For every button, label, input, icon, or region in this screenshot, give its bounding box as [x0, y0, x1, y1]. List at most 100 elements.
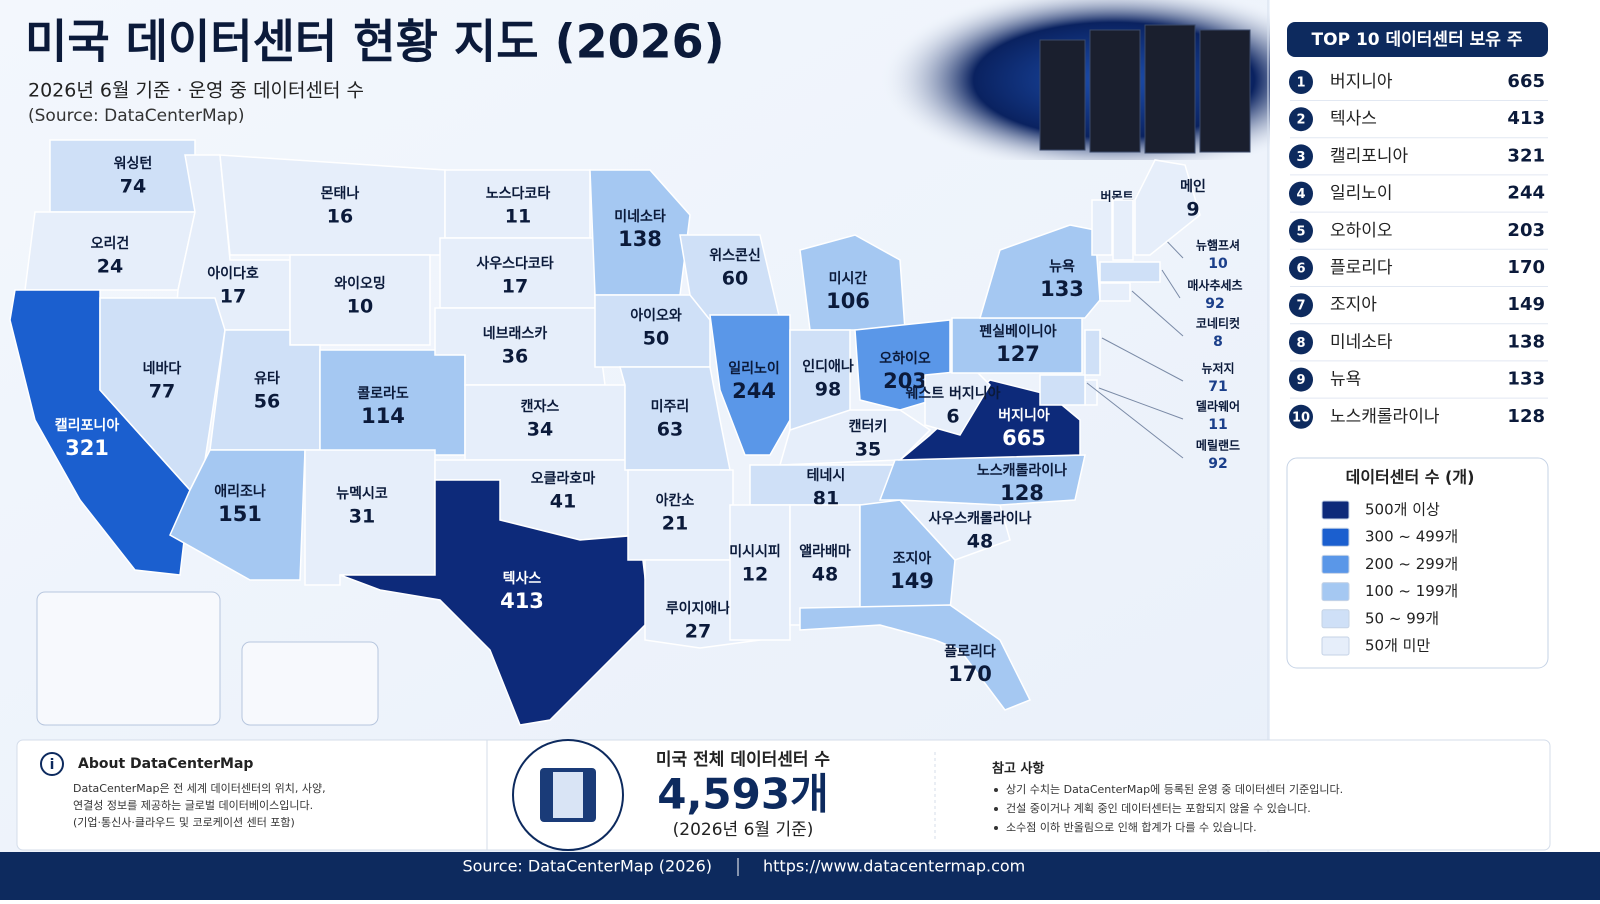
state-value: 50: [643, 328, 669, 350]
state: [878, 454, 1086, 506]
note-item: 소수점 이하 반올림으로 인해 합계가 다를 수 있습니다.: [1006, 820, 1257, 834]
leader-line: [1131, 290, 1184, 337]
state-value: 6: [946, 406, 959, 428]
state-name: 미주리: [651, 399, 690, 415]
title: 미국 데이터센터 현황 지도 (2026): [25, 15, 725, 69]
rack: [1089, 29, 1141, 153]
state-value: 665: [1002, 426, 1046, 450]
state-value: 71: [1208, 379, 1227, 395]
state-value: 413: [500, 589, 544, 613]
legend-label: 500개 이상: [1365, 501, 1440, 519]
state-name: 메인: [1180, 178, 1206, 195]
state-value: 149: [890, 569, 934, 593]
state-value: 114: [361, 404, 405, 428]
state: [319, 349, 466, 456]
state-name: 버지니아: [998, 407, 1050, 424]
state-value: 203: [883, 369, 927, 393]
map: 워싱턴 74 오리건 24 캘리포니아 321 아이다호 17 네바다 77 몬태나 16 와이오밍 10…: [9, 139, 1243, 728]
footer-bar: [0, 852, 1600, 900]
rank: 10: [1292, 410, 1310, 425]
state-value: 35: [855, 439, 881, 461]
legend-swatch: [1321, 527, 1350, 547]
state: [1039, 374, 1086, 406]
server-racks: [1039, 24, 1251, 154]
state-name: 뉴멕시코: [336, 485, 388, 502]
state-value: 12: [742, 564, 768, 586]
rank-badge: [1289, 181, 1313, 206]
leader-line: [1101, 337, 1184, 382]
about-line: DataCenterMap은 전 세계 데이터센터의 위치, 사양,: [73, 782, 326, 795]
state-name: 위스콘신: [709, 248, 761, 264]
state-value: 81: [813, 488, 839, 510]
state-name: 캔자스: [521, 398, 560, 415]
state-name: 아칸소: [656, 492, 695, 509]
state-value: 11: [1208, 417, 1227, 433]
legend-swatch: [1321, 582, 1350, 602]
about-line: 연결성 정보를 제공하는 글로벌 데이터베이스입니다.: [73, 798, 313, 812]
state: [709, 314, 791, 456]
about-title: About DataCenterMap: [78, 756, 253, 772]
legend-label: 300 ~ 499개: [1365, 528, 1458, 546]
state-name: 인디애나: [802, 358, 854, 375]
info-icon-glyph: i: [50, 757, 55, 773]
total-icon-server-front: [553, 772, 583, 818]
state-value: 128: [1000, 481, 1044, 505]
notes-title: 참고 사항: [992, 761, 1044, 777]
state-name: 미네소타: [1330, 332, 1393, 352]
state: [1084, 329, 1101, 376]
leader-line: [1161, 269, 1181, 299]
state-value: 77: [149, 381, 175, 403]
legend: 500개 이상 300 ~ 499개 200 ~ 299개 100 ~ 199개 50 …: [1321, 500, 1458, 656]
rank-badge: [1289, 404, 1313, 429]
state-value: 11: [505, 206, 531, 228]
source-note: (Source: DataCenterMap): [28, 106, 244, 126]
state-value: 244: [732, 379, 776, 403]
state-name: 뉴저지: [1201, 361, 1234, 376]
state-name: 플로리다: [1330, 258, 1393, 278]
state-value: 321: [1507, 145, 1545, 166]
state-name: 텍사스: [1330, 109, 1377, 129]
state-value: 203: [1507, 220, 1545, 241]
rank: 6: [1296, 262, 1305, 277]
state: [799, 604, 1032, 711]
legend-swatch: [1321, 500, 1350, 520]
state-name: 메릴랜드: [1196, 438, 1240, 453]
state-name: 사우스캐롤라이나: [928, 510, 1031, 527]
state-name: 아이다호: [207, 265, 259, 282]
state-name: 몬태나: [321, 186, 360, 202]
state-name: 노스캐롤라이나: [1330, 407, 1440, 427]
footer-source: Source: DataCenterMap (2026): [462, 857, 712, 876]
state-value: 16: [327, 206, 353, 228]
state: [1112, 199, 1134, 261]
state: [339, 479, 651, 726]
state-value: 244: [1507, 183, 1545, 204]
state: [1099, 261, 1161, 283]
state-value: 138: [618, 227, 662, 251]
state-value: 92: [1208, 456, 1227, 472]
note-item: 상기 수치는 DataCenterMap에 등록된 운영 중 데이터센터 기준입…: [1006, 783, 1343, 796]
state-name: 유타: [254, 371, 280, 387]
state-value: 31: [349, 506, 375, 528]
info-icon: [40, 752, 64, 776]
state-value: 48: [812, 564, 838, 586]
rank: 1: [1296, 76, 1305, 91]
state-name: 네브래스카: [483, 326, 548, 342]
legend-label: 200 ~ 299개: [1365, 555, 1458, 573]
state-name: 미시간: [829, 270, 868, 287]
state-value: 151: [218, 502, 262, 526]
alaska-inset: [36, 591, 221, 726]
state-name: 노스캐롤라이나: [977, 462, 1067, 479]
state-name: 네바다: [143, 361, 182, 377]
state-name: 오리건: [91, 235, 130, 252]
rank-badge: [1289, 256, 1313, 280]
state-value: 41: [550, 491, 576, 513]
state-name: 루이지애나: [666, 600, 731, 617]
state: [1091, 199, 1113, 256]
state-value: 9: [1186, 199, 1199, 221]
state-name: 미네소타: [614, 209, 666, 225]
rank-badge: [1289, 144, 1313, 169]
rank: 5: [1296, 224, 1305, 239]
footer-url: https://www.datacentermap.com: [763, 857, 1025, 876]
hawaii-inset: [241, 641, 379, 726]
